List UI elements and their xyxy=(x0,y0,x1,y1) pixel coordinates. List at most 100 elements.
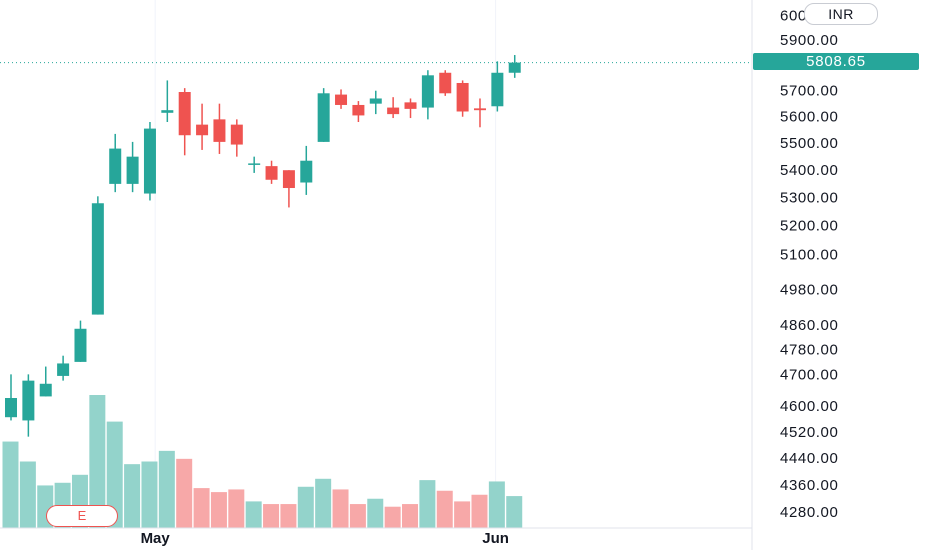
candle[interactable] xyxy=(369,90,382,115)
candle[interactable] xyxy=(439,70,452,96)
candle[interactable] xyxy=(126,141,139,193)
volume-bar xyxy=(263,504,280,528)
volume-bar xyxy=(506,496,523,528)
candle-body xyxy=(508,62,521,73)
candle[interactable] xyxy=(248,156,261,173)
candle[interactable] xyxy=(143,121,156,201)
candle-body xyxy=(74,328,87,362)
currency-badge[interactable]: INR xyxy=(804,3,878,25)
volume-bar xyxy=(454,501,471,528)
candle[interactable] xyxy=(508,55,521,78)
candle-body xyxy=(265,166,278,180)
price-tick-label: 4600.00 xyxy=(780,398,838,415)
volume-bar xyxy=(124,464,141,528)
price-tick-label: 5300.00 xyxy=(780,190,838,207)
volume-bar xyxy=(141,461,158,528)
candle-body xyxy=(300,160,313,183)
candle-body xyxy=(473,108,486,111)
volume-bar xyxy=(106,421,123,528)
candle-body xyxy=(491,72,504,107)
candle-body xyxy=(282,170,295,189)
volume-bar xyxy=(436,490,453,528)
candle-body xyxy=(352,104,365,116)
price-axis[interactable]: 6000.005900.005800.005700.005600.005500.… xyxy=(780,7,838,521)
price-tick-label: 4700.00 xyxy=(780,366,838,383)
candle-body xyxy=(387,107,400,115)
price-tick-label: 4280.00 xyxy=(780,504,838,521)
candle[interactable] xyxy=(74,320,87,362)
volume-bar xyxy=(193,488,210,528)
candle-body xyxy=(109,148,122,184)
candle[interactable] xyxy=(300,145,313,195)
candle-body xyxy=(456,82,469,112)
volume-bar xyxy=(228,489,245,528)
time-axis[interactable]: May Jun xyxy=(141,530,509,547)
volume-bar xyxy=(349,504,366,528)
candle[interactable] xyxy=(196,103,209,150)
candle[interactable] xyxy=(230,119,243,157)
earnings-event-marker[interactable]: E xyxy=(46,505,118,527)
candle[interactable] xyxy=(404,98,417,119)
volume-bar xyxy=(19,461,36,528)
volume-bar xyxy=(315,478,332,528)
volume-bar xyxy=(402,504,419,528)
candle[interactable] xyxy=(22,374,35,437)
candle[interactable] xyxy=(387,97,400,119)
candle-body xyxy=(248,163,261,165)
volume-bar xyxy=(158,450,175,528)
candle[interactable] xyxy=(109,133,122,193)
price-tick-label: 5200.00 xyxy=(780,218,838,235)
candle-body xyxy=(230,124,243,145)
candle[interactable] xyxy=(456,80,469,117)
candle[interactable] xyxy=(5,374,17,421)
candle[interactable] xyxy=(213,103,226,154)
candle[interactable] xyxy=(161,80,174,122)
price-tick-label: 4980.00 xyxy=(780,281,838,298)
time-tick-label: May xyxy=(141,530,171,547)
price-tick-label: 4860.00 xyxy=(780,317,838,334)
candle[interactable] xyxy=(352,101,365,122)
candle-body xyxy=(404,102,417,109)
price-tick-label: 5600.00 xyxy=(780,109,838,126)
volume-bar xyxy=(367,498,384,528)
candle-body xyxy=(439,72,452,94)
volume-bar xyxy=(280,504,297,528)
candle-body xyxy=(126,156,139,184)
candle[interactable] xyxy=(178,88,191,156)
candle[interactable] xyxy=(57,355,70,381)
volume-bar xyxy=(471,494,488,528)
price-tick-label: 4520.00 xyxy=(780,424,838,441)
candle-body xyxy=(213,119,226,142)
candle-body xyxy=(178,91,191,136)
candle-body xyxy=(369,98,382,104)
candle[interactable] xyxy=(317,88,330,142)
price-tick-label: 5400.00 xyxy=(780,162,838,179)
volume-bars xyxy=(2,395,523,528)
candle[interactable] xyxy=(473,98,486,128)
candle-body xyxy=(57,363,70,376)
volume-bar xyxy=(245,501,262,528)
candle[interactable] xyxy=(282,170,295,208)
candle-body xyxy=(39,383,52,397)
candle-body xyxy=(91,203,104,315)
candle[interactable] xyxy=(421,70,434,120)
candle-body xyxy=(143,128,156,194)
price-tick-label: 4780.00 xyxy=(780,342,838,359)
candle-body xyxy=(196,124,209,136)
price-tick-label: 4440.00 xyxy=(780,450,838,467)
price-tick-label: 5700.00 xyxy=(780,83,838,100)
volume-bar xyxy=(89,395,106,528)
candle[interactable] xyxy=(91,196,104,315)
candle[interactable] xyxy=(39,366,52,397)
candle-body xyxy=(317,93,330,142)
candle[interactable] xyxy=(265,160,278,184)
volume-bar xyxy=(2,441,19,528)
price-tick-label: 5900.00 xyxy=(780,32,838,49)
candle[interactable] xyxy=(491,61,504,112)
volume-bar xyxy=(419,480,436,528)
candle-body xyxy=(5,398,17,418)
candle[interactable] xyxy=(335,89,348,109)
volume-bar xyxy=(488,481,505,528)
candle-body xyxy=(335,94,348,105)
